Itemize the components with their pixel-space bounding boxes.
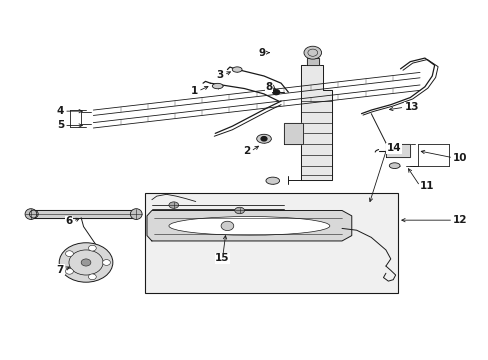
Polygon shape (283, 123, 303, 144)
Text: 3: 3 (216, 70, 224, 80)
Text: 5: 5 (57, 121, 64, 130)
Circle shape (65, 251, 73, 256)
Ellipse shape (232, 67, 242, 72)
Text: 14: 14 (386, 143, 401, 153)
Text: 4: 4 (57, 106, 64, 116)
Circle shape (81, 259, 91, 266)
Circle shape (102, 260, 110, 265)
Circle shape (304, 46, 321, 59)
Text: 6: 6 (65, 216, 73, 226)
Text: 12: 12 (452, 215, 467, 225)
Text: 1: 1 (190, 86, 198, 96)
Ellipse shape (256, 134, 271, 143)
Ellipse shape (130, 209, 142, 220)
Text: 2: 2 (243, 146, 250, 156)
Text: 7: 7 (57, 265, 64, 275)
Circle shape (59, 243, 113, 282)
Circle shape (221, 221, 233, 230)
Ellipse shape (212, 84, 223, 89)
Ellipse shape (25, 209, 37, 220)
Circle shape (88, 245, 96, 251)
Polygon shape (30, 211, 137, 218)
Polygon shape (385, 144, 409, 157)
Bar (144, 193, 397, 293)
Polygon shape (306, 58, 318, 65)
Circle shape (261, 136, 266, 141)
Text: 15: 15 (215, 253, 229, 263)
Text: 13: 13 (404, 102, 418, 112)
Ellipse shape (168, 202, 178, 208)
Text: 10: 10 (452, 153, 467, 163)
Ellipse shape (388, 163, 399, 168)
Circle shape (88, 274, 96, 280)
Ellipse shape (168, 217, 329, 235)
Text: 11: 11 (419, 181, 434, 191)
Polygon shape (300, 65, 331, 180)
Circle shape (65, 269, 73, 274)
Circle shape (272, 90, 279, 95)
Text: 9: 9 (258, 48, 265, 58)
Polygon shape (147, 211, 351, 241)
Ellipse shape (234, 207, 244, 214)
Text: 8: 8 (265, 82, 272, 92)
Ellipse shape (265, 177, 279, 184)
